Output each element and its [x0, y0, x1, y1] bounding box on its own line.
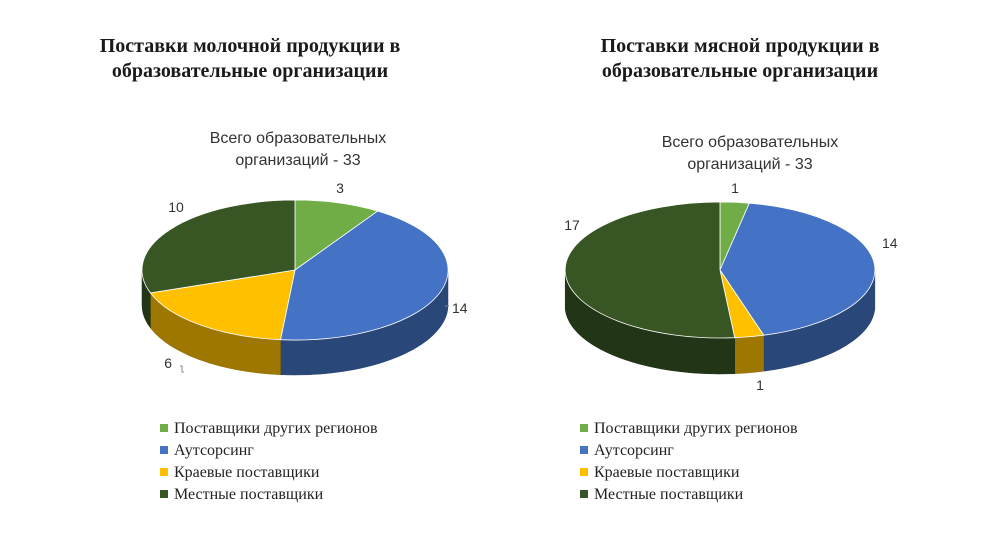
legend-label: Аутсорсинг: [174, 442, 254, 459]
legend-swatch: [580, 490, 588, 498]
legend-swatch: [160, 424, 168, 432]
data-label: 1: [731, 180, 739, 196]
pie-chart-dairy: 3 14 6 10: [141, 180, 468, 376]
legend-item: Аутсорсинг: [580, 440, 798, 462]
pie-slice-4: [564, 201, 736, 339]
pie-side-walls: [141, 271, 449, 376]
pie-slice-4: [141, 199, 296, 294]
legend-label: Краевые поставщики: [594, 464, 740, 481]
legend-item: Поставщики других регионов: [580, 418, 798, 440]
legend-label: Поставщики других регионов: [174, 420, 378, 437]
dairy-chart-panel: Поставки молочной продукции в образовате…: [99, 35, 468, 506]
legend-item: Краевые поставщики: [160, 462, 378, 484]
legend-swatch: [160, 446, 168, 454]
legend-item: Местные поставщики: [580, 484, 798, 506]
data-label: 10: [168, 199, 184, 215]
legend-swatch: [580, 424, 588, 432]
chart-title: Поставки мясной продукции в образователь…: [600, 35, 880, 82]
legend-swatch: [160, 468, 168, 476]
data-label: 17: [564, 217, 580, 233]
legend-item: Поставщики других регионов: [160, 418, 378, 440]
data-label: 14: [882, 235, 898, 251]
legend-label: Местные поставщики: [594, 486, 744, 503]
pie-slice-side: [734, 334, 764, 374]
legend-label: Местные поставщики: [174, 486, 324, 503]
legend-label: Краевые поставщики: [174, 464, 320, 481]
legend-item: Местные поставщики: [160, 484, 378, 506]
chart-title: Поставки молочной продукции в образовате…: [99, 35, 401, 82]
legend: Поставщики других регионов Аутсорсинг Кр…: [160, 418, 378, 506]
legend-label: Поставщики других регионов: [594, 420, 798, 437]
data-label: 6: [164, 355, 172, 371]
pie-chart-meat: 1 14 1 17: [564, 180, 898, 393]
pie-slice-2: [280, 210, 449, 341]
pie-slice-1: [294, 199, 379, 271]
pie-side-walls: [564, 272, 876, 375]
legend-item: Аутсорсинг: [160, 440, 378, 462]
data-label: 14: [452, 300, 468, 316]
legend-item: Краевые поставщики: [580, 462, 798, 484]
legend-label: Аутсорсинг: [594, 442, 674, 459]
pie-slice-2: [719, 202, 876, 336]
chart-subtitle: Всего образовательных организаций - 33: [661, 134, 839, 173]
legend-swatch: [160, 490, 168, 498]
leader-line: [180, 365, 184, 373]
legend: Поставщики других регионов Аутсорсинг Кр…: [580, 418, 798, 506]
data-label: 1: [756, 377, 764, 393]
data-label: 3: [336, 180, 344, 196]
meat-chart-panel: Поставки мясной продукции в образователь…: [500, 0, 1000, 540]
legend-swatch: [580, 468, 588, 476]
chart-subtitle: Всего образовательных организаций - 33: [209, 130, 387, 169]
legend-swatch: [580, 446, 588, 454]
